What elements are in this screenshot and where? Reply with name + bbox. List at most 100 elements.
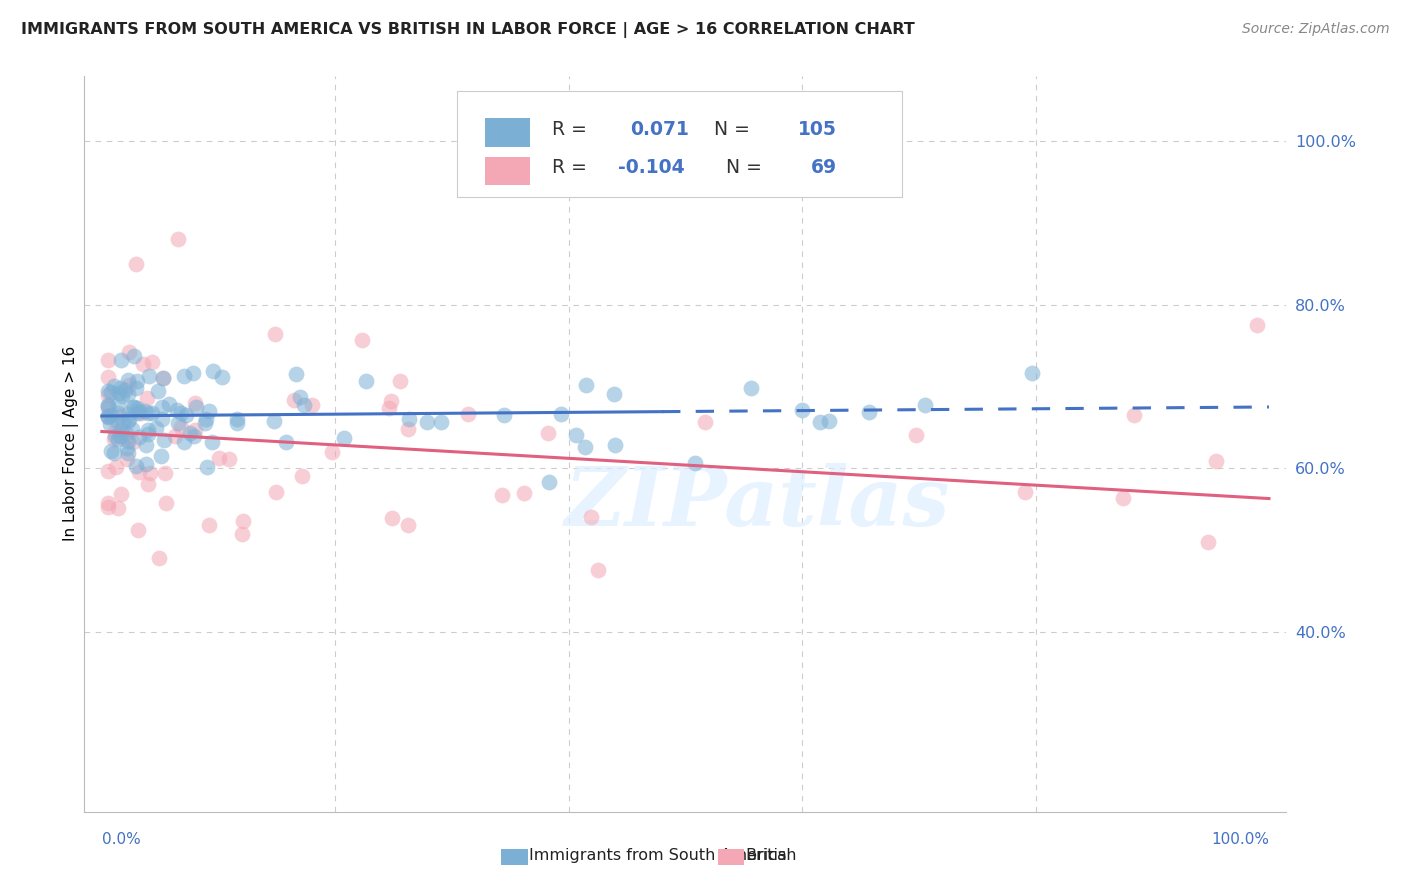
- Point: [1014, 484, 1036, 499]
- Point: [97, 409, 120, 423]
- Point: [301, 398, 323, 412]
- Point: [103, 379, 125, 393]
- Point: [201, 364, 224, 378]
- Point: [128, 465, 150, 479]
- Point: [145, 421, 167, 435]
- Point: [396, 518, 419, 533]
- Point: [232, 514, 254, 528]
- Point: [173, 368, 195, 383]
- Point: [201, 435, 224, 450]
- Point: [124, 401, 146, 415]
- Point: [97, 464, 120, 478]
- Point: [579, 510, 602, 524]
- Point: [135, 438, 157, 452]
- Point: [104, 424, 127, 438]
- Point: [695, 416, 717, 430]
- Point: [603, 438, 626, 452]
- Point: [184, 423, 207, 437]
- Point: [122, 349, 145, 363]
- Point: [152, 371, 174, 385]
- Point: [135, 457, 157, 471]
- Point: [108, 409, 131, 424]
- Point: [97, 500, 120, 515]
- Point: [136, 423, 159, 437]
- Point: [117, 407, 139, 421]
- Point: [153, 467, 176, 481]
- Point: [225, 416, 247, 430]
- Point: [396, 422, 419, 436]
- Point: [586, 563, 609, 577]
- Point: [157, 396, 180, 410]
- Point: [276, 435, 298, 450]
- Point: [110, 423, 132, 437]
- Point: [108, 429, 131, 443]
- Text: 0.071: 0.071: [630, 120, 689, 139]
- Point: [195, 411, 218, 425]
- Point: [179, 426, 201, 441]
- Point: [150, 412, 173, 426]
- Point: [107, 397, 129, 411]
- Point: [115, 430, 138, 444]
- Point: [117, 414, 139, 428]
- Point: [292, 397, 315, 411]
- Point: [128, 430, 150, 444]
- Point: [354, 374, 377, 388]
- Text: IMMIGRANTS FROM SOUTH AMERICA VS BRITISH IN LABOR FORCE | AGE > 16 CORRELATION C: IMMIGRANTS FROM SOUTH AMERICA VS BRITISH…: [21, 22, 915, 38]
- Point: [208, 451, 231, 466]
- Point: [492, 408, 515, 422]
- Point: [184, 400, 207, 414]
- Point: [103, 432, 125, 446]
- Point: [291, 469, 314, 483]
- Text: ZIPatlas: ZIPatlas: [565, 463, 950, 542]
- Point: [740, 381, 762, 395]
- Point: [104, 428, 127, 442]
- Point: [98, 417, 121, 431]
- Point: [574, 440, 596, 454]
- Point: [138, 406, 160, 420]
- Point: [166, 417, 188, 431]
- Point: [114, 426, 136, 441]
- Point: [115, 442, 138, 456]
- Point: [97, 388, 120, 402]
- FancyBboxPatch shape: [485, 119, 530, 147]
- Text: Immigrants from South America: Immigrants from South America: [529, 848, 787, 863]
- Text: British: British: [745, 848, 797, 863]
- Point: [129, 406, 152, 420]
- Point: [121, 400, 143, 414]
- FancyBboxPatch shape: [485, 156, 530, 186]
- Point: [218, 452, 240, 467]
- Point: [139, 467, 162, 481]
- Point: [225, 411, 247, 425]
- Point: [536, 426, 558, 441]
- FancyBboxPatch shape: [457, 90, 901, 197]
- Point: [603, 387, 626, 401]
- Point: [141, 406, 163, 420]
- Point: [125, 257, 148, 271]
- Point: [808, 416, 831, 430]
- Point: [1205, 453, 1227, 467]
- Point: [100, 444, 122, 458]
- Text: 100.0%: 100.0%: [1211, 832, 1270, 847]
- Point: [491, 488, 513, 502]
- Point: [111, 415, 134, 429]
- Point: [904, 428, 927, 442]
- Point: [263, 414, 285, 428]
- Point: [197, 404, 219, 418]
- Point: [231, 527, 253, 541]
- Point: [264, 484, 287, 499]
- Point: [790, 403, 813, 417]
- Point: [169, 420, 191, 434]
- Point: [125, 458, 148, 473]
- Point: [138, 369, 160, 384]
- Point: [211, 369, 233, 384]
- Point: [125, 381, 148, 395]
- Point: [380, 394, 402, 409]
- Point: [103, 446, 125, 460]
- Point: [153, 433, 176, 447]
- Text: 105: 105: [799, 120, 838, 139]
- Text: R =: R =: [553, 120, 586, 139]
- Point: [136, 391, 159, 405]
- Point: [118, 345, 141, 359]
- Point: [430, 415, 453, 429]
- Text: 0.0%: 0.0%: [101, 832, 141, 847]
